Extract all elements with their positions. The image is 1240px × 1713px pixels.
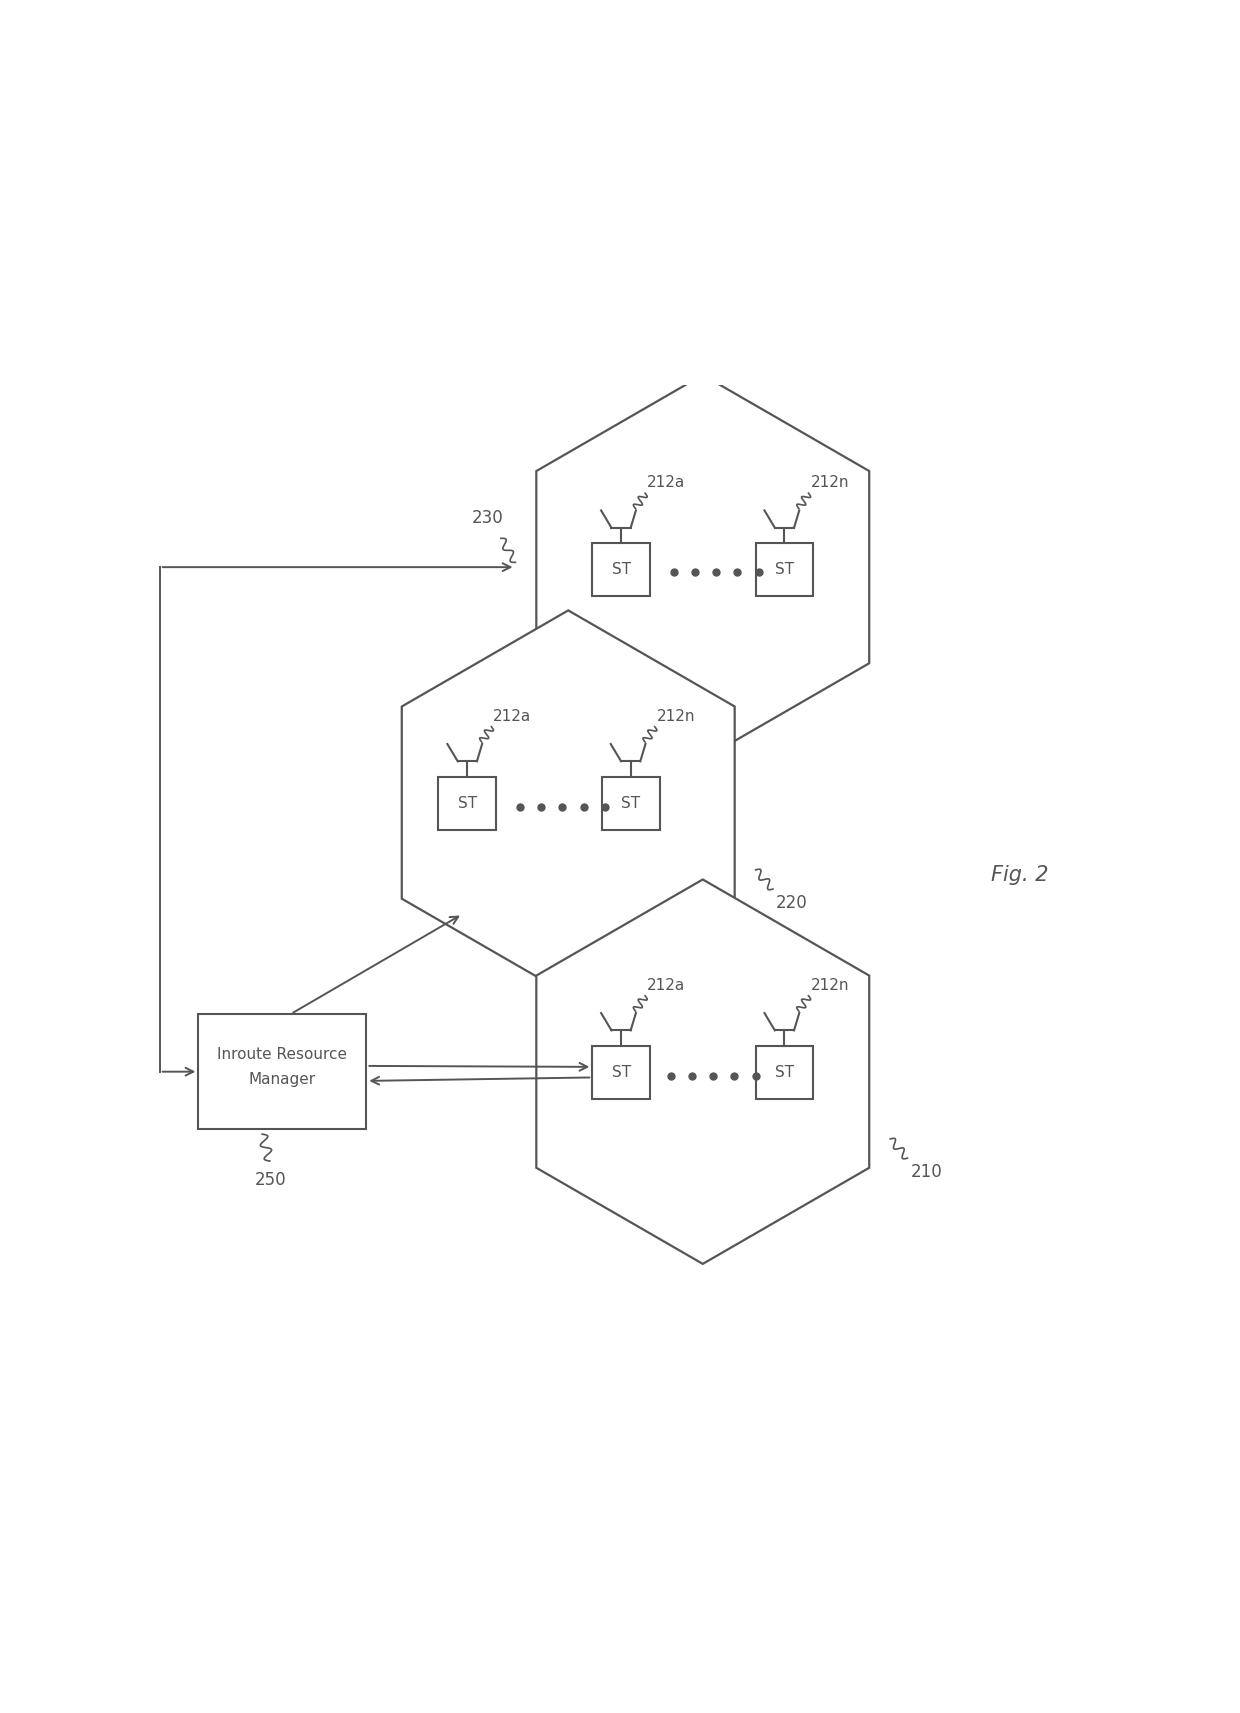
Text: Inroute Resource: Inroute Resource: [217, 1047, 347, 1062]
Polygon shape: [537, 879, 869, 1264]
Text: 210: 210: [910, 1163, 942, 1180]
Polygon shape: [402, 610, 734, 995]
Text: 212n: 212n: [811, 978, 849, 994]
Text: 212n: 212n: [657, 709, 696, 725]
Bar: [593, 543, 650, 596]
Text: 230: 230: [472, 509, 503, 528]
Bar: [601, 776, 660, 829]
Text: 220: 220: [776, 894, 807, 911]
Text: 212a: 212a: [494, 709, 532, 725]
Text: ST: ST: [775, 562, 794, 577]
Text: ST: ST: [458, 795, 477, 810]
Text: 212a: 212a: [647, 475, 686, 490]
Bar: [755, 1045, 813, 1098]
Text: ST: ST: [611, 562, 631, 577]
Text: ST: ST: [611, 1065, 631, 1079]
Text: 212a: 212a: [647, 978, 686, 994]
Bar: [439, 776, 496, 829]
Polygon shape: [537, 375, 869, 759]
Bar: [755, 543, 813, 596]
Text: 212n: 212n: [811, 475, 849, 490]
Bar: [198, 1014, 367, 1129]
Bar: [593, 1045, 650, 1098]
Text: Manager: Manager: [249, 1072, 316, 1086]
Text: ST: ST: [775, 1065, 794, 1079]
Text: Fig. 2: Fig. 2: [991, 865, 1049, 884]
Text: 250: 250: [254, 1170, 286, 1189]
Text: ST: ST: [621, 795, 640, 810]
